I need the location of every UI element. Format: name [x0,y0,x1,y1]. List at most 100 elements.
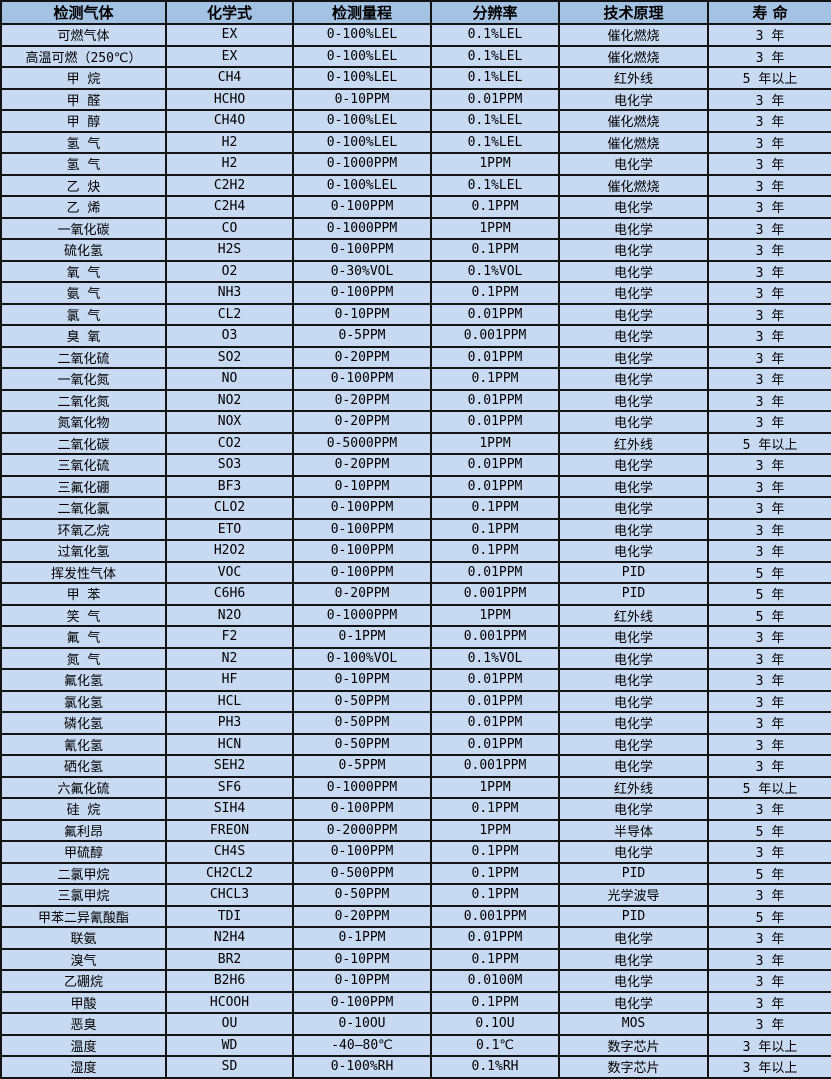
technology-cell: 电化学 [558,453,709,477]
lifespan-cell: 5 年以上 [707,431,831,455]
resolution-cell: 0.1%VOL [430,646,560,670]
column-header: 化学式 [165,0,294,25]
chemical-formula-cell: OU [165,1012,294,1036]
chemical-formula-cell: C6H6 [165,582,294,606]
gas-name-cell: 氯化氢 [0,689,167,713]
technology-cell: 电化学 [558,517,709,541]
resolution-cell: 0.1%LEL [430,23,560,47]
chemical-formula-cell: O3 [165,324,294,348]
gas-name-cell: 氮氧化物 [0,410,167,434]
resolution-cell: 0.1%VOL [430,259,560,283]
chemical-formula-cell: VOC [165,560,294,584]
technology-cell: 电化学 [558,216,709,240]
chemical-formula-cell: CHCL3 [165,883,294,907]
chemical-formula-cell: N2H4 [165,926,294,950]
resolution-cell: 0.01PPM [430,345,560,369]
table-row: 硒化氢 SEH2 0-5PPM 0.001PPM 电化学 3 年 [0,754,831,778]
lifespan-cell: 3 年 [707,646,831,670]
gas-name-cell: 氮 气 [0,646,167,670]
technology-cell: 电化学 [558,990,709,1014]
detection-range-cell: 0-10OU [292,1012,432,1036]
table-row: 氧 气 O2 0-30%VOL 0.1%VOL 电化学 3 年 [0,259,831,283]
detection-range-cell: 0-10PPM [292,947,432,971]
lifespan-cell: 3 年 [707,345,831,369]
resolution-cell: 0.01PPM [430,87,560,111]
detection-range-cell: 0-20PPM [292,582,432,606]
chemical-formula-cell: TDI [165,904,294,928]
lifespan-cell: 3 年 [707,259,831,283]
detection-range-cell: 0-50PPM [292,732,432,756]
resolution-cell: 0.1%LEL [430,130,560,154]
column-header: 检测气体 [0,0,167,25]
technology-cell: 电化学 [558,840,709,864]
detection-range-cell: 0-100PPM [292,560,432,584]
column-header: 寿 命 [707,0,831,25]
detection-range-cell: 0-100PPM [292,496,432,520]
gas-name-cell: 溴气 [0,947,167,971]
resolution-cell: 0.01PPM [430,668,560,692]
chemical-formula-cell: HCHO [165,87,294,111]
chemical-formula-cell: SEH2 [165,754,294,778]
table-row: 甲苯二异氰酸酯 TDI 0-20PPM 0.001PPM PID 5 年 [0,904,831,928]
resolution-cell: 0.0100M [430,969,560,993]
detection-range-cell: 0-1000PPM [292,216,432,240]
chemical-formula-cell: SO3 [165,453,294,477]
lifespan-cell: 5 年 [707,904,831,928]
lifespan-cell: 3 年 [707,1012,831,1036]
lifespan-cell: 3 年以上 [707,1033,831,1057]
resolution-cell: 0.01PPM [430,474,560,498]
technology-cell: 电化学 [558,689,709,713]
detection-range-cell: 0-2000PPM [292,818,432,842]
resolution-cell: 0.1%RH [430,1055,560,1079]
technology-cell: 电化学 [558,711,709,735]
gas-name-cell: 环氧乙烷 [0,517,167,541]
lifespan-cell: 5 年 [707,582,831,606]
resolution-cell: 0.1PPM [430,840,560,864]
gas-name-cell: 一氧化氮 [0,367,167,391]
table-row: 氰化氢 HCN 0-50PPM 0.01PPM 电化学 3 年 [0,732,831,756]
gas-name-cell: 氟化氢 [0,668,167,692]
technology-cell: 电化学 [558,646,709,670]
lifespan-cell: 3 年 [707,668,831,692]
technology-cell: 电化学 [558,367,709,391]
technology-cell: PID [558,560,709,584]
table-row: 氟利昂 FREON 0-2000PPM 1PPM 半导体 5 年 [0,818,831,842]
lifespan-cell: 3 年 [707,797,831,821]
detection-range-cell: 0-20PPM [292,904,432,928]
chemical-formula-cell: FREON [165,818,294,842]
technology-cell: 电化学 [558,668,709,692]
lifespan-cell: 3 年 [707,625,831,649]
table-row: 可燃气体 EX 0-100%LEL 0.1%LEL 催化燃烧 3 年 [0,23,831,47]
chemical-formula-cell: CL2 [165,302,294,326]
table-row: 温度 WD -40—80℃ 0.1℃ 数字芯片 3 年以上 [0,1033,831,1057]
lifespan-cell: 3 年 [707,840,831,864]
detection-range-cell: 0-50PPM [292,883,432,907]
resolution-cell: 0.1%LEL [430,44,560,68]
gas-name-cell: 温度 [0,1033,167,1057]
gas-name-cell: 恶臭 [0,1012,167,1036]
resolution-cell: 0.1PPM [430,861,560,885]
resolution-cell: 0.01PPM [430,302,560,326]
table-row: 硫化氢 H2S 0-100PPM 0.1PPM 电化学 3 年 [0,238,831,262]
chemical-formula-cell: CLO2 [165,496,294,520]
detection-range-cell: 0-10PPM [292,969,432,993]
technology-cell: 光学波导 [558,883,709,907]
technology-cell: 电化学 [558,259,709,283]
gas-name-cell: 氰化氢 [0,732,167,756]
technology-cell: 催化燃烧 [558,23,709,47]
table-row: 甲酸 HCOOH 0-100PPM 0.1PPM 电化学 3 年 [0,990,831,1014]
technology-cell: 电化学 [558,152,709,176]
table-header: 检测气体 化学式 检测量程 分辨率 技术原理寿 命 [0,0,831,25]
gas-name-cell: 过氧化氢 [0,539,167,563]
table-row: 甲 醛 HCHO 0-10PPM 0.01PPM 电化学 3 年 [0,87,831,111]
lifespan-cell: 3 年 [707,87,831,111]
gas-name-cell: 臭 氧 [0,324,167,348]
chemical-formula-cell: C2H4 [165,195,294,219]
chemical-formula-cell: CH4S [165,840,294,864]
resolution-cell: 1PPM [430,216,560,240]
chemical-formula-cell: CH4 [165,66,294,90]
lifespan-cell: 3 年 [707,732,831,756]
chemical-formula-cell: HF [165,668,294,692]
technology-cell: PID [558,861,709,885]
table-row: 氯化氢 HCL 0-50PPM 0.01PPM 电化学 3 年 [0,689,831,713]
